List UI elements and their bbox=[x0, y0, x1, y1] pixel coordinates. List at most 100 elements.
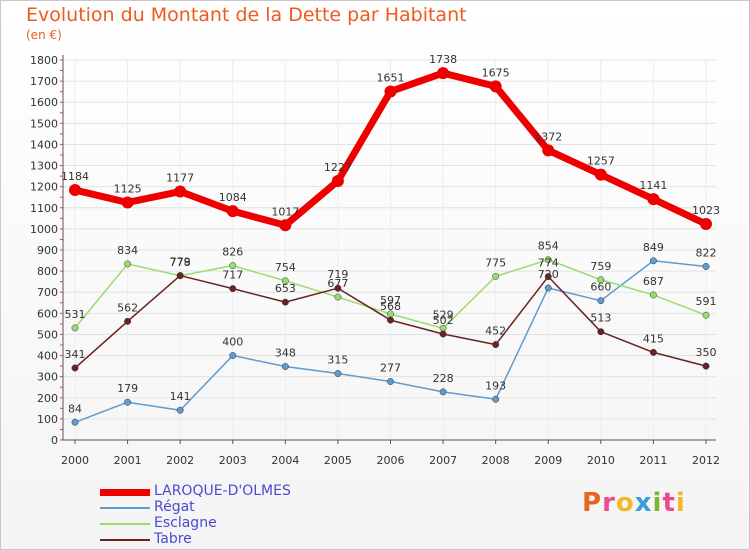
data-label: 687 bbox=[643, 275, 664, 288]
data-point bbox=[281, 298, 289, 306]
logo-letter: i bbox=[652, 488, 663, 518]
data-label: 315 bbox=[327, 354, 348, 367]
y-tick-label: 100 bbox=[37, 413, 58, 426]
data-label: 531 bbox=[65, 308, 86, 321]
y-tick-label: 1100 bbox=[30, 202, 58, 215]
data-label: 754 bbox=[275, 261, 296, 274]
data-point bbox=[702, 362, 710, 370]
data-point bbox=[544, 256, 552, 264]
data-point bbox=[544, 284, 552, 292]
data-label: 775 bbox=[485, 256, 506, 269]
y-tick-label: 1000 bbox=[30, 223, 58, 236]
data-point bbox=[594, 168, 607, 181]
x-tick-label: 2010 bbox=[587, 454, 615, 467]
data-label: 822 bbox=[696, 246, 717, 259]
data-point bbox=[281, 277, 289, 285]
legend-item-tabre: Tabre bbox=[100, 531, 360, 548]
data-point bbox=[544, 273, 552, 281]
data-point bbox=[71, 418, 79, 426]
data-label: 568 bbox=[380, 300, 401, 313]
data-label: 597 bbox=[380, 294, 401, 307]
data-label: 834 bbox=[117, 244, 138, 257]
data-point bbox=[702, 263, 710, 270]
data-point bbox=[124, 317, 132, 325]
data-label: 1184 bbox=[61, 170, 89, 183]
data-point bbox=[492, 272, 500, 280]
data-point bbox=[649, 291, 657, 299]
data-label: 529 bbox=[433, 308, 454, 321]
legend-swatch-laroque bbox=[100, 489, 150, 496]
data-label: 717 bbox=[222, 269, 243, 282]
data-label: 759 bbox=[590, 260, 611, 273]
x-tick-label: 2004 bbox=[271, 454, 299, 467]
y-tick-label: 1500 bbox=[30, 117, 58, 130]
y-tick-label: 1800 bbox=[30, 54, 58, 67]
chart-subtitle: (en €) bbox=[26, 28, 62, 42]
data-label: 591 bbox=[696, 295, 717, 308]
data-label: 1738 bbox=[429, 53, 457, 66]
data-point bbox=[649, 348, 657, 356]
data-label: 826 bbox=[222, 246, 243, 259]
data-point bbox=[124, 398, 132, 406]
data-point bbox=[334, 370, 342, 377]
y-tick-label: 1400 bbox=[30, 138, 58, 151]
y-tick-label: 700 bbox=[37, 286, 58, 299]
y-tick-label: 800 bbox=[37, 265, 58, 278]
data-point bbox=[649, 257, 657, 265]
legend-label-regat: Régat bbox=[154, 499, 195, 515]
x-tick-label: 2007 bbox=[429, 454, 457, 467]
data-point bbox=[281, 363, 289, 370]
data-label: 1017 bbox=[271, 205, 299, 218]
data-point bbox=[176, 406, 184, 414]
data-point bbox=[331, 174, 344, 187]
data-label: 415 bbox=[643, 332, 664, 345]
data-label: 350 bbox=[696, 346, 717, 359]
data-point bbox=[69, 184, 81, 197]
data-point bbox=[647, 193, 660, 206]
data-label: 778 bbox=[170, 256, 191, 269]
data-label: 849 bbox=[643, 241, 664, 254]
data-point bbox=[437, 67, 450, 80]
data-point bbox=[71, 364, 79, 372]
logo-letter: o bbox=[615, 488, 635, 518]
logo-letter: r bbox=[602, 488, 616, 518]
chart-title: Evolution du Montant de la Dette par Hab… bbox=[26, 4, 467, 26]
y-tick-label: 600 bbox=[37, 307, 58, 320]
data-point bbox=[387, 378, 394, 385]
data-label: 1141 bbox=[639, 179, 667, 192]
legend-swatch-tabre bbox=[100, 539, 150, 541]
y-tick-label: 1200 bbox=[30, 181, 58, 194]
x-tick-label: 2006 bbox=[377, 454, 405, 467]
data-label: 562 bbox=[117, 301, 138, 314]
data-point bbox=[229, 285, 237, 293]
data-label: 502 bbox=[433, 314, 454, 327]
x-tick-label: 2008 bbox=[482, 454, 510, 467]
data-label: 228 bbox=[433, 372, 454, 385]
data-point bbox=[334, 293, 342, 301]
x-tick-label: 2011 bbox=[639, 454, 667, 467]
y-tick-label: 500 bbox=[37, 328, 58, 341]
logo-letter: i bbox=[675, 488, 686, 518]
data-point bbox=[384, 85, 397, 98]
data-label: 719 bbox=[327, 268, 348, 281]
x-tick-label: 2005 bbox=[324, 454, 352, 467]
data-label: 1084 bbox=[219, 191, 247, 204]
legend-item-laroque: LAROQUE-D'OLMES bbox=[100, 483, 360, 500]
data-label: 1125 bbox=[114, 183, 142, 196]
y-tick-label: 400 bbox=[37, 350, 58, 363]
data-point bbox=[542, 144, 555, 157]
data-point bbox=[174, 185, 187, 198]
data-label: 653 bbox=[275, 282, 296, 295]
data-point bbox=[597, 297, 605, 305]
data-point bbox=[229, 352, 237, 360]
data-point bbox=[439, 388, 447, 396]
data-point bbox=[226, 205, 239, 218]
data-label: 277 bbox=[380, 362, 401, 375]
data-label: 1177 bbox=[166, 172, 194, 185]
y-tick-label: 300 bbox=[37, 371, 58, 384]
data-label: 774 bbox=[538, 257, 559, 270]
x-tick-label: 2001 bbox=[114, 454, 142, 467]
data-point bbox=[387, 316, 394, 324]
data-label: 179 bbox=[117, 382, 138, 395]
legend-item-regat: Régat bbox=[100, 499, 360, 516]
